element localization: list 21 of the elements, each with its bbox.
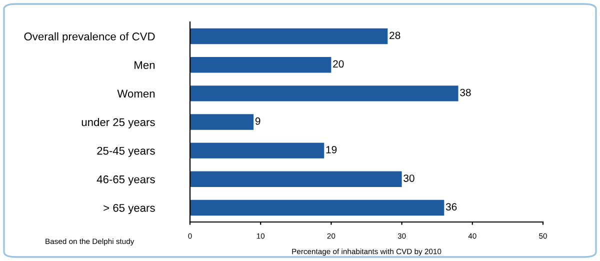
data-label: 30 [404, 174, 414, 182]
y-tick-label: Overall prevalence of CVD [24, 32, 155, 43]
y-tick-label: Men [134, 61, 155, 69]
bar [190, 57, 332, 73]
data-label: 9 [255, 117, 260, 125]
data-label: 36 [446, 203, 457, 211]
y-tick-label: 25-45 years [97, 146, 155, 157]
y-tick-label: > 65 years [104, 204, 155, 214]
bar [190, 142, 324, 158]
bar [190, 200, 444, 216]
data-label: 20 [333, 60, 344, 68]
bar [190, 114, 254, 130]
y-tick-label: 46-65 years [96, 175, 155, 186]
bar [190, 28, 388, 44]
data-label: 19 [326, 146, 337, 154]
y-tick-label: under 25 years [82, 118, 155, 128]
data-label: 38 [460, 88, 471, 96]
bar [190, 171, 402, 187]
y-tick-label: Women [117, 90, 155, 98]
bar [190, 86, 458, 102]
data-label: 28 [390, 32, 400, 40]
